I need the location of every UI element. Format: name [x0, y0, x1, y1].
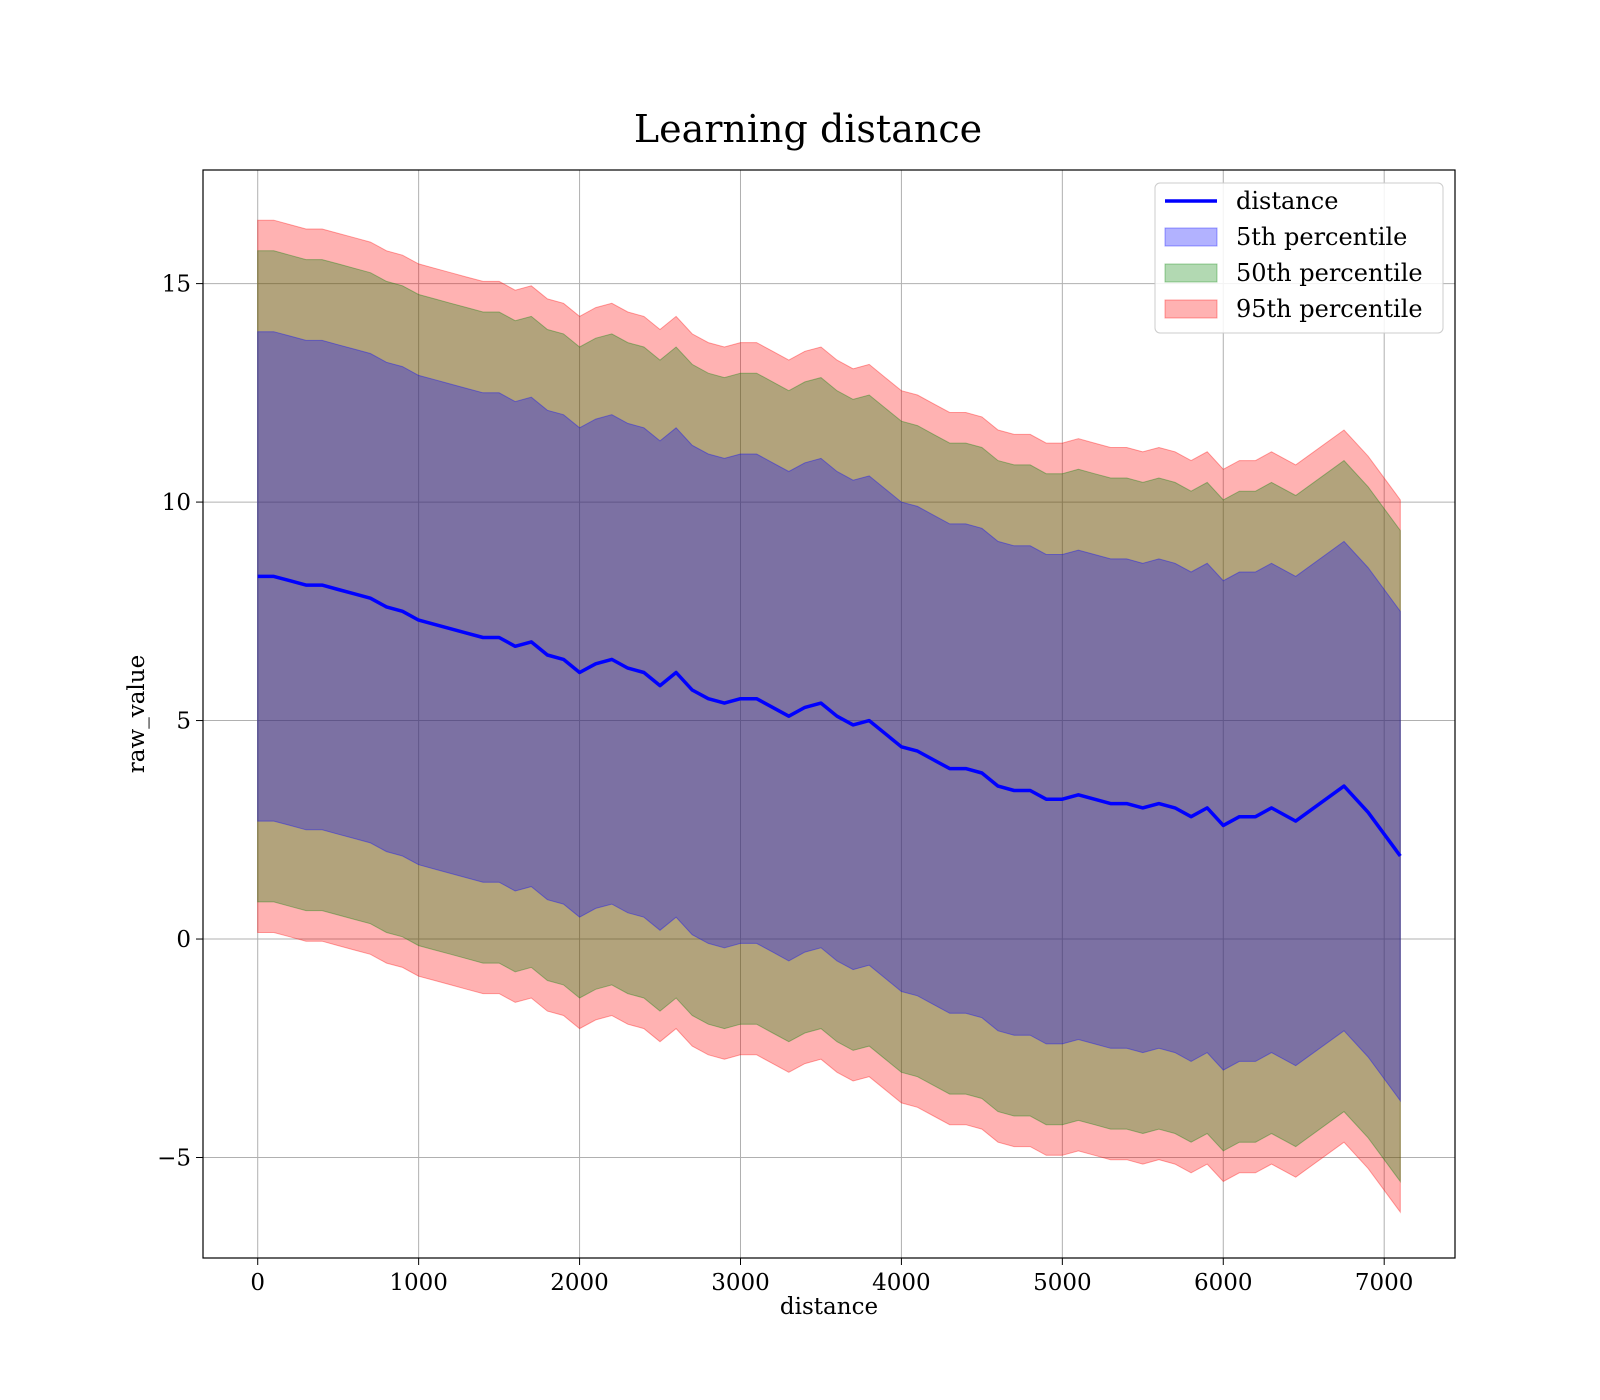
legend-label: 5th percentile	[1236, 223, 1407, 251]
legend-box	[1154, 182, 1444, 334]
y-axis-label: raw_value	[124, 655, 150, 773]
legend-swatch	[1164, 263, 1218, 283]
y-tick-label: 0	[176, 927, 191, 953]
x-tick-label: 5000	[1033, 1270, 1092, 1296]
legend-label: distance	[1236, 187, 1338, 215]
x-tick-label: 7000	[1355, 1270, 1414, 1296]
distance-line	[257, 574, 1402, 858]
x-tick-label: 1000	[389, 1270, 448, 1296]
band-95th-percentile	[257, 219, 1401, 1214]
x-axis: 0 1000 2000 3000 4000 5000 6000 7000	[250, 1258, 1413, 1296]
line-layer	[257, 574, 1402, 858]
y-tick-label: 5	[176, 709, 191, 735]
band-5th-percentile	[257, 331, 1401, 1103]
x-tick-label: 0	[250, 1270, 265, 1296]
y-tick-label: 15	[162, 272, 191, 298]
y-tick-label: 10	[162, 490, 191, 516]
y-axis: −5 0 5 10 15	[157, 272, 203, 1172]
legend-label: 95th percentile	[1236, 295, 1423, 323]
band-50th-percentile	[257, 250, 1401, 1184]
legend-label: 50th percentile	[1236, 259, 1423, 287]
x-tick-label: 2000	[550, 1270, 609, 1296]
x-tick-label: 6000	[1194, 1270, 1253, 1296]
y-tick-label: −5	[157, 1146, 191, 1172]
plot-frame	[202, 169, 1456, 1259]
x-axis-label: distance	[780, 1294, 878, 1320]
legend: distance 5th percentile 50th percentile 95t…	[1154, 182, 1444, 334]
chart-title: Learning distance	[634, 107, 982, 151]
legend-swatch	[1164, 299, 1218, 319]
x-tick-label: 3000	[711, 1270, 770, 1296]
x-tick-label: 4000	[872, 1270, 931, 1296]
legend-swatch	[1164, 227, 1218, 247]
percentile-bands	[257, 219, 1401, 1214]
grid	[203, 170, 1455, 1258]
